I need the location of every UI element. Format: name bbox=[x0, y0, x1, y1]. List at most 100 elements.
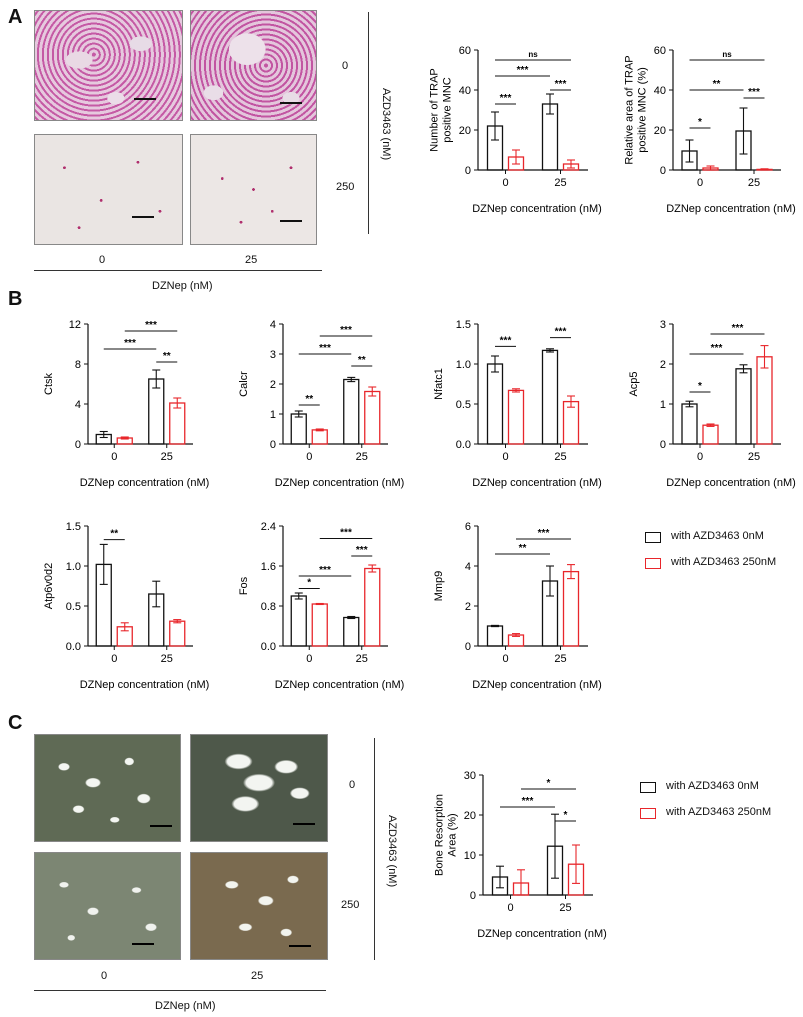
y-tick-label: 0 bbox=[465, 165, 471, 177]
bar bbox=[311, 603, 328, 647]
y-tick-label: 1.0 bbox=[456, 359, 471, 371]
y-tick-label: 2 bbox=[660, 359, 666, 371]
significance-label: *** bbox=[555, 79, 567, 90]
bar bbox=[364, 390, 381, 445]
x-tick-label: 25 bbox=[356, 451, 368, 463]
legend-swatch-0 bbox=[640, 782, 656, 793]
bar bbox=[702, 424, 719, 445]
y-tick-label: 0 bbox=[660, 165, 666, 177]
significance-label: *** bbox=[732, 323, 744, 334]
bar bbox=[290, 413, 307, 445]
scale-bar bbox=[280, 102, 302, 104]
y-tick-label: 0.0 bbox=[66, 641, 81, 653]
x-axis-label: DZNep concentration (nM) bbox=[80, 679, 210, 691]
x-axis-label: DZNep concentration (nM) bbox=[80, 477, 210, 489]
y-tick-label: 1.6 bbox=[261, 561, 276, 573]
x-tick-label: 0 bbox=[111, 451, 117, 463]
significance-label: *** bbox=[538, 528, 550, 539]
y-tick-label: 1.5 bbox=[66, 521, 81, 533]
significance-label: *** bbox=[319, 565, 331, 576]
y-tick-label: 20 bbox=[464, 810, 476, 822]
bar bbox=[343, 378, 360, 445]
significance-label: *** bbox=[319, 343, 331, 354]
scale-bar bbox=[132, 216, 154, 218]
bar bbox=[169, 402, 186, 445]
bar bbox=[311, 429, 328, 445]
panel-a-letter: A bbox=[8, 6, 23, 28]
col-label-0: 0 bbox=[101, 970, 108, 982]
row-label-250: 250 bbox=[341, 899, 360, 911]
panel-c-letter: C bbox=[8, 712, 23, 734]
micrograph-c-bottom-right bbox=[190, 852, 328, 960]
dznep-divider bbox=[34, 990, 326, 991]
significance-label: *** bbox=[340, 325, 352, 336]
y-tick-label: 20 bbox=[459, 125, 471, 137]
significance-label: * bbox=[564, 810, 568, 821]
panel-b-letter: B bbox=[8, 288, 23, 310]
x-axis-label: DZNep concentration (nM) bbox=[666, 203, 796, 215]
y-axis-label: Atp6v0d2 bbox=[43, 563, 55, 609]
significance-label: *** bbox=[145, 320, 157, 331]
y-tick-label: 0.0 bbox=[456, 439, 471, 451]
significance-label: *** bbox=[748, 87, 760, 98]
bar bbox=[486, 363, 504, 445]
y-tick-label: 4 bbox=[75, 399, 81, 411]
dznep-axis-label: DZNep (nM) bbox=[152, 280, 213, 292]
y-tick-label: 60 bbox=[459, 45, 471, 57]
legend-label-1: with AZD3463 250nM bbox=[666, 806, 772, 818]
micrograph-c-top-left bbox=[34, 734, 181, 842]
legend-label-1: with AZD3463 250nM bbox=[671, 556, 777, 568]
x-tick-label: 25 bbox=[748, 177, 760, 189]
bar bbox=[562, 400, 580, 445]
x-tick-label: 0 bbox=[697, 177, 703, 189]
bar bbox=[541, 349, 559, 445]
significance-label: * bbox=[307, 578, 311, 589]
y-tick-label: 3 bbox=[660, 319, 666, 331]
chart-trap-number: 0 20 40 60 Number of TRAPpositive MNC 0 25 *** *… bbox=[429, 45, 602, 215]
significance-label: ** bbox=[358, 355, 366, 366]
significance-label: ** bbox=[305, 394, 313, 405]
bar bbox=[486, 625, 504, 647]
row-label-0: 0 bbox=[349, 779, 356, 791]
y-tick-label: 0.5 bbox=[66, 601, 81, 613]
y-tick-label: 4 bbox=[270, 319, 276, 331]
y-axis-label: Relative area of TRAPpositive MNC (%) bbox=[624, 55, 649, 164]
significance-label: *** bbox=[340, 528, 352, 539]
y-tick-label: 0.0 bbox=[261, 641, 276, 653]
col-label-25: 25 bbox=[245, 254, 258, 266]
x-axis-label: DZNep concentration (nM) bbox=[472, 477, 602, 489]
significance-label: ns bbox=[722, 50, 732, 59]
bar bbox=[562, 570, 580, 647]
x-tick-label: 0 bbox=[502, 653, 508, 665]
y-tick-label: 10 bbox=[464, 850, 476, 862]
legend-label-0: with AZD3463 0nM bbox=[666, 780, 759, 792]
bar bbox=[290, 595, 307, 647]
row-label-250: 250 bbox=[336, 181, 355, 193]
micrograph-a-bottom-right bbox=[190, 134, 317, 245]
x-tick-label: 0 bbox=[697, 451, 703, 463]
significance-label: * bbox=[547, 778, 551, 789]
y-tick-label: 0 bbox=[270, 439, 276, 451]
significance-label: ns bbox=[528, 50, 538, 59]
col-label-25: 25 bbox=[251, 970, 264, 982]
y-tick-label: 6 bbox=[465, 521, 471, 533]
scale-bar bbox=[134, 98, 156, 100]
col-label-0: 0 bbox=[99, 254, 106, 266]
y-tick-label: 2 bbox=[270, 379, 276, 391]
azd3463-axis-label: AZD3463 (nM) bbox=[386, 815, 398, 888]
significance-label: *** bbox=[555, 327, 567, 338]
significance-label: ** bbox=[163, 351, 171, 362]
significance-label: ** bbox=[713, 79, 721, 90]
micrograph-c-bottom-left bbox=[34, 852, 181, 960]
x-tick-label: 25 bbox=[554, 451, 566, 463]
bar bbox=[507, 389, 525, 445]
micrograph-a-bottom-left bbox=[34, 134, 183, 245]
y-axis-label: Fos bbox=[238, 576, 250, 595]
scale-bar bbox=[280, 220, 302, 222]
y-tick-label: 1.5 bbox=[456, 319, 471, 331]
y-tick-label: 4 bbox=[465, 561, 471, 573]
